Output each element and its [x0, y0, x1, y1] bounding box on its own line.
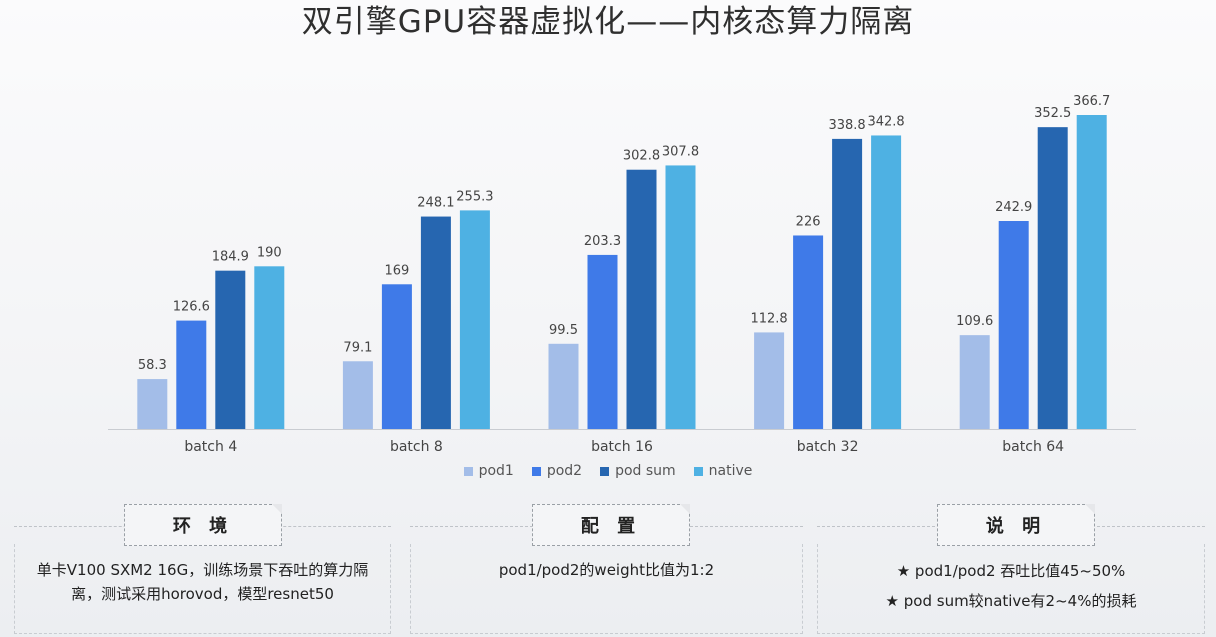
panel-box	[14, 544, 391, 634]
notes-panel-text: ★ pod1/pod2 吞吐比值45~50% ★ pod sum较native有…	[827, 556, 1195, 616]
x-tick-label: batch 8	[390, 439, 443, 455]
environment-panel-title: 环 境	[124, 504, 282, 546]
bar-pod-sum-batch-4	[215, 270, 246, 429]
config-panel: 配 置 pod1/pod2的weight比值为1:2	[410, 504, 803, 634]
data-label: 203.3	[584, 234, 621, 249]
bar-native-batch-16	[665, 165, 696, 429]
bar-pod2-batch-16	[587, 254, 618, 429]
legend-item-pod1: pod1	[463, 463, 514, 479]
legend-label-pod1: pod1	[478, 463, 514, 479]
legend-swatch-pod1	[463, 466, 473, 476]
notes-panel: 说 明 ★ pod1/pod2 吞吐比值45~50% ★ pod sum较nat…	[817, 504, 1205, 634]
bar-pod2-batch-8	[381, 284, 412, 429]
legend-item-native: native	[693, 463, 753, 479]
x-tick-label: batch 64	[1002, 439, 1064, 455]
bar-pod1-batch-32	[754, 332, 785, 429]
x-tick-label: batch 16	[591, 439, 653, 455]
panel-box	[817, 544, 1205, 634]
bar-pod1-batch-64	[959, 335, 990, 429]
data-label: 226	[796, 214, 821, 229]
data-label: 112.8	[750, 311, 787, 326]
bar-native-batch-64	[1076, 115, 1107, 429]
data-label: 366.7	[1073, 94, 1110, 109]
environment-panel: 环 境 单卡V100 SXM2 16G，训练场景下吞吐的算力隔离，测试采用hor…	[14, 504, 391, 634]
bar-pod2-batch-64	[998, 221, 1029, 429]
bar-pod-sum-batch-64	[1037, 127, 1068, 430]
bar-pod1-batch-16	[548, 343, 579, 429]
data-label: 58.3	[138, 358, 167, 373]
bar-pod2-batch-32	[793, 235, 824, 429]
legend-swatch-pod-sum	[600, 466, 610, 476]
data-label: 307.8	[662, 144, 699, 159]
data-label: 79.1	[343, 340, 372, 355]
bar-native-batch-4	[254, 266, 285, 429]
legend-item-pod-sum: pod sum	[600, 463, 676, 479]
config-panel-title: 配 置	[532, 504, 690, 546]
data-label: 302.8	[623, 149, 660, 164]
bar-pod-sum-batch-32	[832, 138, 863, 429]
bar-chart: 58.3 126.6 184.9 190 batch 4 79.1 169 248.1 255.…	[108, 94, 1136, 455]
data-label: 338.8	[828, 118, 865, 133]
legend-swatch-native	[693, 466, 703, 476]
data-label: 184.9	[212, 250, 249, 265]
data-label: 109.6	[956, 314, 993, 329]
data-label: 126.6	[173, 300, 210, 315]
bar-pod2-batch-4	[176, 320, 207, 429]
legend-label-pod-sum: pod sum	[615, 463, 676, 479]
bar-native-batch-8	[459, 210, 490, 429]
data-label: 255.3	[456, 189, 493, 204]
data-label: 248.1	[417, 196, 454, 211]
bar-pod-sum-batch-16	[626, 169, 657, 429]
bar-pod1-batch-8	[342, 361, 373, 429]
bar-pod1-batch-4	[137, 379, 168, 429]
data-label: 342.8	[867, 114, 904, 129]
notes-line-2: ★ pod sum较native有2~4%的损耗	[885, 592, 1137, 610]
bar-pod-sum-batch-8	[420, 216, 451, 429]
notes-line-1: ★ pod1/pod2 吞吐比值45~50%	[896, 562, 1126, 580]
data-label: 190	[257, 245, 282, 260]
config-panel-text: pod1/pod2的weight比值为1:2	[498, 561, 715, 579]
page-title: 双引擎GPU容器虚拟化——内核态算力隔离	[301, 4, 915, 40]
notes-panel-title: 说 明	[937, 504, 1095, 546]
panel-box	[410, 544, 803, 634]
legend-label-pod2: pod2	[546, 463, 583, 479]
legend-label-native: native	[708, 463, 753, 479]
data-label: 242.9	[995, 200, 1032, 215]
x-tick-label: batch 32	[797, 439, 859, 455]
legend-item-pod2: pod2	[531, 463, 583, 479]
bar-native-batch-32	[871, 135, 902, 430]
data-label: 99.5	[549, 323, 578, 338]
legend-swatch-pod2	[531, 466, 541, 476]
data-label: 169	[384, 263, 409, 278]
environment-panel-text: 单卡V100 SXM2 16G，训练场景下吞吐的算力隔离，测试采用horovod…	[36, 561, 369, 603]
chart-legend: pod1 pod2 pod sum native	[0, 463, 1216, 479]
x-tick-label: batch 4	[184, 439, 237, 455]
data-label: 352.5	[1034, 106, 1071, 121]
